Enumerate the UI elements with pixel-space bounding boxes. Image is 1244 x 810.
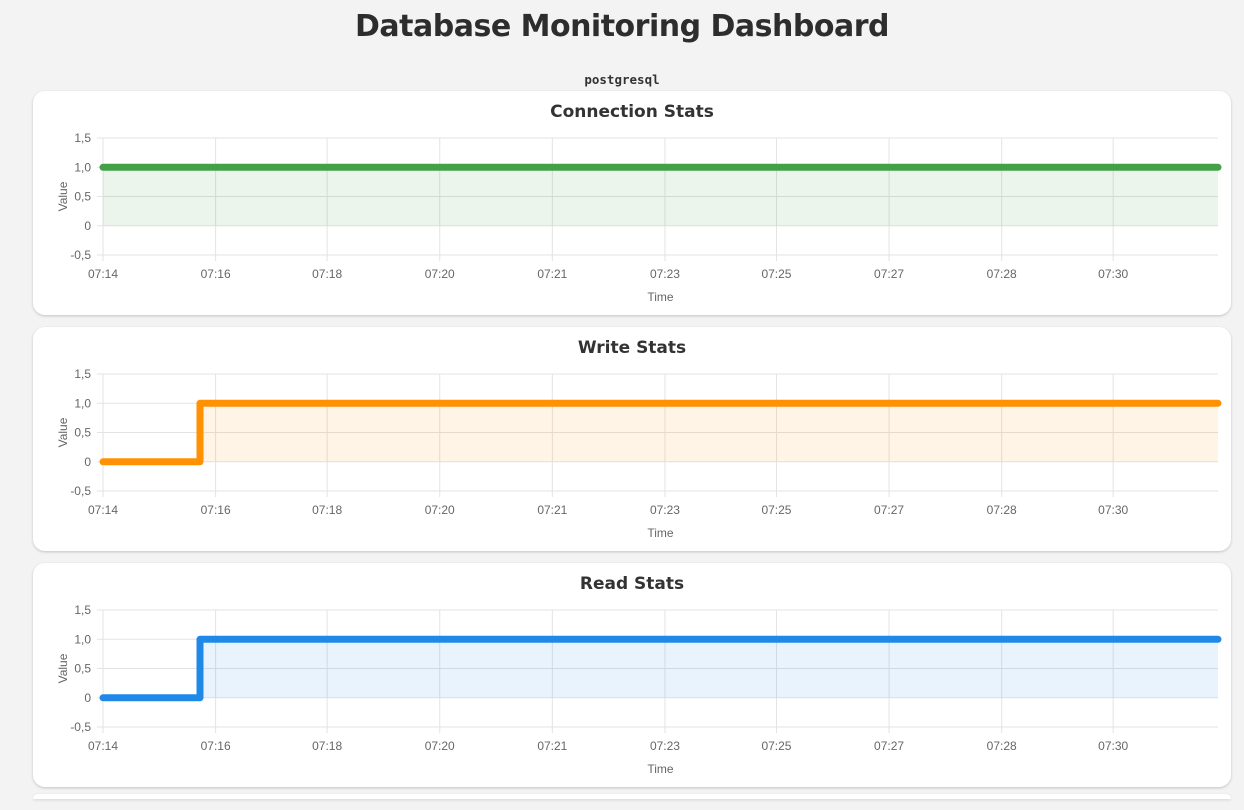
- svg-text:-0,5: -0,5: [70, 720, 91, 734]
- page-title: Database Monitoring Dashboard: [355, 9, 889, 44]
- chart-title-write-stats: Write Stats: [577, 338, 687, 358]
- svg-text:1,0: 1,0: [74, 632, 91, 646]
- svg-text:1,5: 1,5: [74, 603, 91, 617]
- chart-canvas-read-stats[interactable]: 1,5 1,0 0,5 0 -0,5 07:14 07:16 07:18 07:20 07:21 0…: [33, 603, 1231, 787]
- svg-text:-0,5: -0,5: [70, 484, 91, 498]
- chart-card-write-stats: Write Stats 1,5 1,0 0,5 0 -0,5 07:14 07:16 07:1…: [33, 327, 1231, 551]
- svg-text:07:25: 07:25: [761, 267, 791, 281]
- svg-text:0: 0: [84, 455, 91, 469]
- chart-title-connection-stats: Connection Stats: [550, 102, 714, 122]
- svg-text:0,5: 0,5: [74, 662, 91, 676]
- svg-text:07:18: 07:18: [312, 267, 342, 281]
- svg-text:Value: Value: [56, 417, 70, 447]
- svg-text:Time: Time: [647, 526, 674, 540]
- svg-text:1,0: 1,0: [74, 160, 91, 174]
- svg-text:07:28: 07:28: [987, 739, 1017, 753]
- svg-text:1,0: 1,0: [74, 396, 91, 410]
- svg-text:07:20: 07:20: [425, 267, 455, 281]
- svg-text:07:23: 07:23: [650, 267, 680, 281]
- svg-text:07:16: 07:16: [201, 503, 231, 517]
- svg-text:0,5: 0,5: [74, 190, 91, 204]
- svg-text:07:14: 07:14: [88, 503, 118, 517]
- chart-canvas-write-stats[interactable]: 1,5 1,0 0,5 0 -0,5 07:14 07:16 07:18 07:20 07:21 0…: [33, 367, 1231, 551]
- svg-text:07:14: 07:14: [88, 739, 118, 753]
- svg-text:07:28: 07:28: [987, 267, 1017, 281]
- svg-text:07:30: 07:30: [1098, 267, 1128, 281]
- svg-text:Value: Value: [56, 653, 70, 683]
- series-legend-label: postgresql: [584, 72, 660, 87]
- svg-text:07:18: 07:18: [312, 503, 342, 517]
- svg-text:07:30: 07:30: [1098, 739, 1128, 753]
- svg-text:0: 0: [84, 691, 91, 705]
- svg-text:07:30: 07:30: [1098, 503, 1128, 517]
- svg-text:07:27: 07:27: [874, 503, 904, 517]
- svg-text:07:20: 07:20: [425, 739, 455, 753]
- svg-text:07:23: 07:23: [650, 503, 680, 517]
- svg-text:07:28: 07:28: [987, 503, 1017, 517]
- svg-text:-0,5: -0,5: [70, 248, 91, 262]
- svg-text:Value: Value: [56, 181, 70, 211]
- svg-text:07:21: 07:21: [537, 267, 567, 281]
- chart-canvas-connection-stats[interactable]: 1,5 1,0 0,5 0 -0,5 07:14 07:16 07:18 07:20 07:21 0…: [33, 131, 1231, 315]
- svg-text:Time: Time: [647, 762, 674, 776]
- svg-text:07:25: 07:25: [761, 739, 791, 753]
- svg-text:07:14: 07:14: [88, 267, 118, 281]
- svg-text:07:27: 07:27: [874, 739, 904, 753]
- chart-card-partial-cutoff: [33, 794, 1231, 799]
- svg-text:07:23: 07:23: [650, 739, 680, 753]
- svg-text:07:25: 07:25: [761, 503, 791, 517]
- svg-text:07:27: 07:27: [874, 267, 904, 281]
- svg-text:07:16: 07:16: [201, 739, 231, 753]
- dashboard-page: Database Monitoring Dashboard postgresql…: [0, 8, 1244, 799]
- svg-text:0,5: 0,5: [74, 426, 91, 440]
- svg-text:07:18: 07:18: [312, 739, 342, 753]
- svg-text:07:20: 07:20: [425, 503, 455, 517]
- svg-text:Time: Time: [647, 290, 674, 304]
- svg-text:07:21: 07:21: [537, 503, 567, 517]
- chart-card-read-stats: Read Stats 1,5 1,0 0,5 0 -0,5 07:14 07:16 07:18…: [33, 563, 1231, 787]
- chart-card-connection-stats: Connection Stats 1,5 1,0 0,5 0 -0,5 07:14 07:1…: [33, 91, 1231, 315]
- svg-text:1,5: 1,5: [74, 131, 91, 145]
- svg-text:07:21: 07:21: [537, 739, 567, 753]
- svg-text:07:16: 07:16: [201, 267, 231, 281]
- svg-text:1,5: 1,5: [74, 367, 91, 381]
- chart-title-read-stats: Read Stats: [579, 574, 685, 594]
- svg-text:0: 0: [84, 219, 91, 233]
